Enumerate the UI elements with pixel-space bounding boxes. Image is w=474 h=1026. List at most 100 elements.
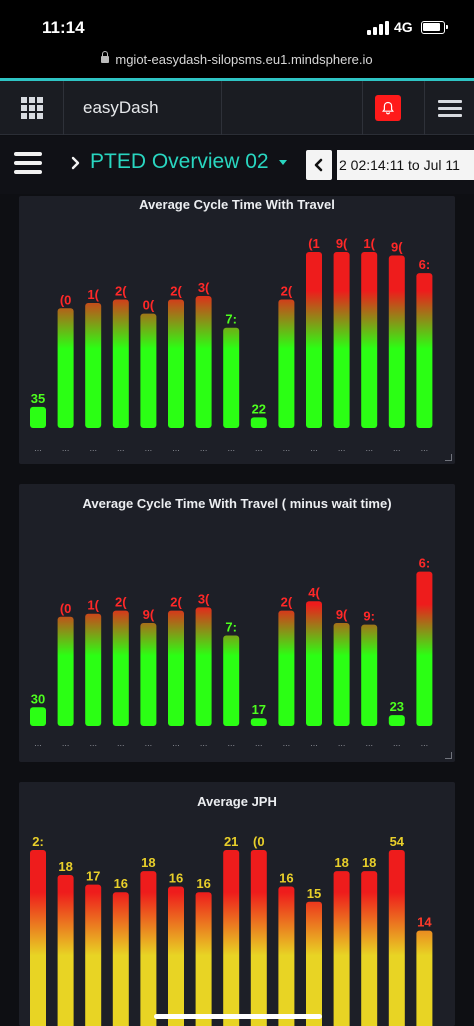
- battery-icon: [421, 21, 448, 34]
- chart-bar[interactable]: [140, 313, 157, 428]
- bar-value-label: 9:: [363, 609, 375, 624]
- dashboard-menu-icon[interactable]: [14, 152, 42, 174]
- x-axis-label: ...: [310, 443, 318, 453]
- widget-title: Average JPH: [197, 794, 277, 809]
- widget-average-jph: Average JPH 2: 18 17 16 18 16 16 21 (0 16 15 18 18 54…: [19, 782, 455, 1026]
- chart-bar[interactable]: [278, 886, 295, 1026]
- chart-bar[interactable]: [306, 901, 322, 1026]
- chart-bar[interactable]: [333, 252, 350, 428]
- bar-value-label: 9(: [336, 607, 348, 622]
- chart-bar[interactable]: [57, 616, 74, 726]
- browser-url-bar[interactable]: mgiot-easydash-silopsms.eu1.mindsphere.i…: [0, 50, 474, 78]
- chart-bar[interactable]: [278, 299, 295, 429]
- bar-value-label: 15: [307, 886, 321, 901]
- chart-bar[interactable]: [85, 613, 102, 726]
- status-time: 11:14: [42, 18, 85, 37]
- date-range-field[interactable]: 2 02:14:11 to Jul 11: [337, 150, 474, 180]
- chart-bar[interactable]: [57, 875, 74, 1026]
- chart-bar[interactable]: [416, 571, 433, 726]
- x-axis-label: ...: [117, 738, 125, 748]
- app-title: easyDash: [83, 98, 159, 117]
- bar-value-label: 1(: [87, 287, 99, 302]
- dashboard-nav-bar: PTED Overview 02 2 02:14:11 to Jul 11: [0, 136, 474, 194]
- notifications-button[interactable]: [362, 81, 412, 135]
- chart-bar[interactable]: [361, 624, 378, 726]
- resize-handle[interactable]: [445, 454, 452, 461]
- url-text-wrap[interactable]: mgiot-easydash-silopsms.eu1.mindsphere.i…: [0, 51, 474, 67]
- bar-value-label: 6:: [419, 556, 431, 571]
- chart-bar[interactable]: [361, 871, 378, 1026]
- bar-value-label: 9(: [391, 240, 403, 255]
- x-axis-label: ...: [89, 443, 97, 453]
- chart-bar[interactable]: [250, 850, 267, 1026]
- chart-bar[interactable]: [30, 850, 46, 1026]
- bar-value-label: 23: [390, 699, 404, 714]
- chart-bar[interactable]: [168, 886, 184, 1026]
- chart-bar[interactable]: [85, 303, 102, 428]
- previous-range-button[interactable]: [306, 150, 332, 180]
- dashboard-title[interactable]: PTED Overview 02: [90, 150, 269, 173]
- chart-bar[interactable]: [306, 252, 322, 428]
- bar-value-label: 16: [196, 876, 210, 891]
- chart-bar[interactable]: [195, 296, 212, 428]
- bar-value-label: 17: [252, 702, 266, 717]
- chart-bar[interactable]: [140, 623, 157, 726]
- bar-value-label: (0: [60, 292, 72, 307]
- ios-status-bar: 11:14 4G: [0, 0, 474, 50]
- x-axis-label: ...: [283, 443, 291, 453]
- chart-bar[interactable]: [168, 299, 184, 429]
- chart-bar[interactable]: [388, 850, 405, 1026]
- chart-bar[interactable]: [30, 707, 46, 726]
- bar-value-label: 14: [417, 915, 432, 930]
- home-indicator[interactable]: [154, 1014, 322, 1019]
- url-text[interactable]: mgiot-easydash-silopsms.eu1.mindsphere.i…: [115, 52, 373, 67]
- chart-bar[interactable]: [195, 892, 212, 1026]
- x-axis-label: ...: [227, 738, 235, 748]
- bar-value-label: 2(: [115, 284, 127, 299]
- bar-value-label: 9(: [336, 236, 348, 251]
- chart-bar[interactable]: [112, 892, 129, 1026]
- bar-value-label: (1: [308, 236, 320, 251]
- chart-bar[interactable]: [112, 610, 129, 726]
- chart-bar[interactable]: [306, 601, 322, 726]
- widget-title: Average Cycle Time With Travel: [139, 197, 335, 212]
- x-axis-label: ...: [62, 738, 70, 748]
- app-launcher-button[interactable]: [0, 81, 64, 135]
- chart-bar[interactable]: [140, 871, 157, 1026]
- main-menu-button[interactable]: [424, 81, 474, 135]
- chart-bar[interactable]: [223, 327, 240, 428]
- x-axis-label: ...: [200, 738, 208, 748]
- x-axis-label: ...: [255, 443, 263, 453]
- x-axis-label: ...: [200, 443, 208, 453]
- chart-bar[interactable]: [333, 623, 350, 726]
- chart-bar[interactable]: [168, 610, 184, 726]
- signal-icon: [367, 21, 389, 35]
- bar-value-label: 35: [31, 391, 45, 406]
- chart-bar[interactable]: [416, 930, 433, 1026]
- widget-cycle-time-travel: Average Cycle Time With Travel 35... (0..…: [19, 196, 455, 464]
- chart-bar[interactable]: [250, 417, 267, 428]
- chart-bar[interactable]: [85, 884, 102, 1026]
- resize-handle[interactable]: [445, 752, 452, 759]
- chart-bar[interactable]: [195, 607, 212, 726]
- chevron-right-icon[interactable]: [69, 155, 83, 171]
- chart-bar[interactable]: [361, 252, 378, 428]
- chart-bar[interactable]: [416, 273, 433, 428]
- chart-bar[interactable]: [223, 635, 240, 727]
- bar-value-label: (0: [60, 601, 72, 616]
- x-axis-label: ...: [145, 443, 153, 453]
- x-axis-label: ...: [227, 443, 235, 453]
- accent-divider: [0, 78, 474, 81]
- chart-bar[interactable]: [278, 610, 295, 726]
- chart-bar[interactable]: [30, 406, 46, 428]
- chart-bar[interactable]: [388, 255, 405, 429]
- chart-bar[interactable]: [333, 871, 350, 1026]
- chart-bar[interactable]: [250, 718, 267, 726]
- caret-down-icon[interactable]: [279, 160, 287, 165]
- chart-bar[interactable]: [112, 299, 129, 429]
- bar-value-label: 2(: [170, 284, 182, 299]
- chart-bar[interactable]: [57, 308, 74, 428]
- chart-bar[interactable]: [388, 715, 405, 726]
- chart-bar[interactable]: [223, 850, 240, 1026]
- bar-value-label: 7:: [225, 620, 237, 635]
